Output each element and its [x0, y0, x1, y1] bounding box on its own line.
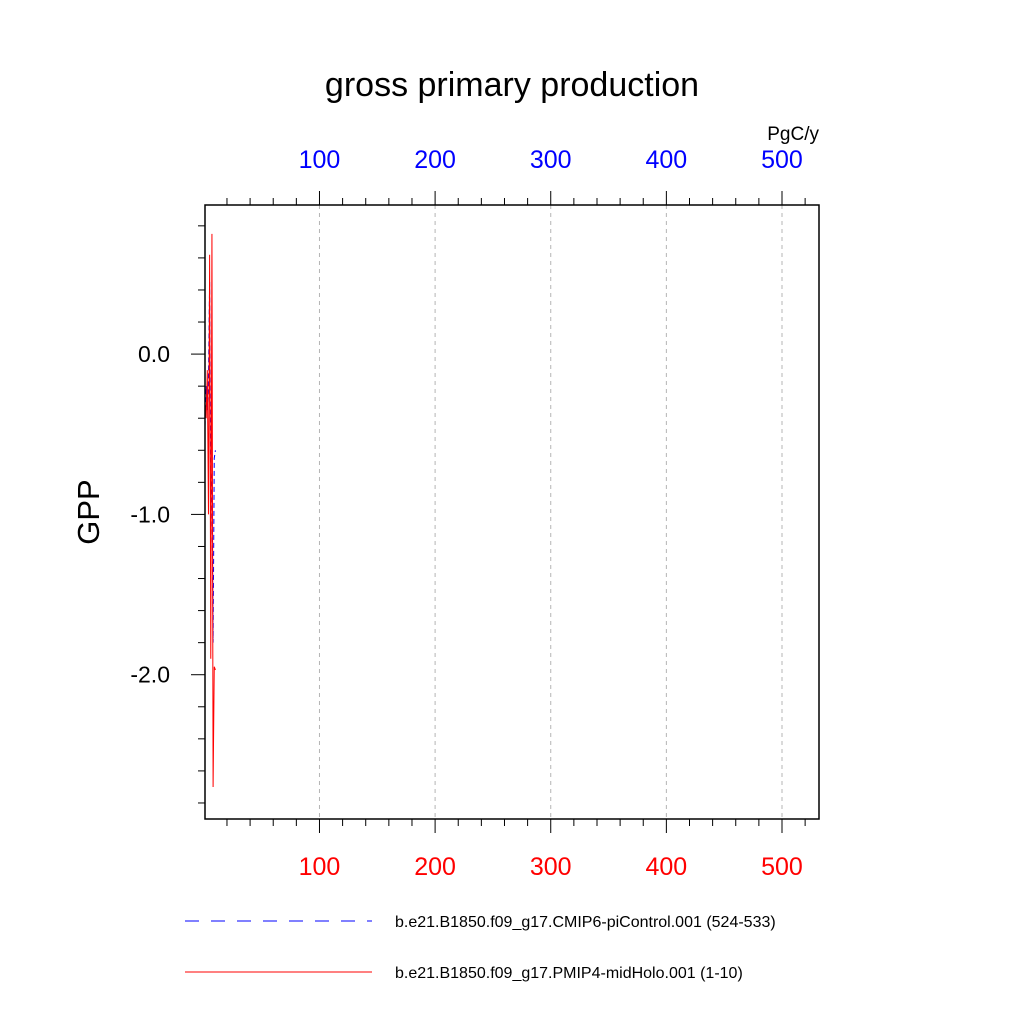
bottom-tick-label-200: 200 [414, 853, 456, 881]
legend: b.e21.B1850.f09_g17.CMIP6-piControl.001 … [185, 914, 776, 982]
top-axis-unit-label: PgC/y [767, 124, 819, 145]
y-tick-label-0: 0.0 [138, 341, 170, 367]
top-axis-tick-labels: 100 200 300 400 500 [299, 146, 803, 174]
bottom-tick-label-400: 400 [646, 853, 688, 881]
bottom-tick-label-100: 100 [299, 853, 341, 881]
y-tick-label-2: -2.0 [130, 662, 170, 688]
plot-frame [204, 204, 820, 820]
top-tick-label-100: 100 [299, 146, 341, 174]
bottom-axis-tick-labels: 100 200 300 400 500 [299, 853, 803, 881]
series-lines [204, 233, 216, 787]
top-tick-label-200: 200 [414, 146, 456, 174]
series-line-1 [204, 233, 216, 787]
legend-entry-midholo: b.e21.B1850.f09_g17.PMIP4-midHolo.001 (1… [395, 965, 743, 982]
top-tick-label-300: 300 [530, 146, 572, 174]
bottom-tick-label-500: 500 [761, 853, 803, 881]
top-tick-label-400: 400 [646, 146, 688, 174]
chart-title: gross primary production [325, 66, 699, 104]
legend-entry-cmip6: b.e21.B1850.f09_g17.CMIP6-piControl.001 … [395, 914, 776, 931]
grid-lines [318, 205, 783, 819]
bottom-tick-label-300: 300 [530, 853, 572, 881]
y-axis-tick-labels: 0.0 -1.0 -2.0 [130, 341, 170, 688]
y-tick-label-1: -1.0 [130, 501, 170, 527]
y-axis-label: GPP [71, 479, 106, 544]
top-tick-label-500: 500 [761, 146, 803, 174]
axis-ticks [191, 191, 806, 833]
